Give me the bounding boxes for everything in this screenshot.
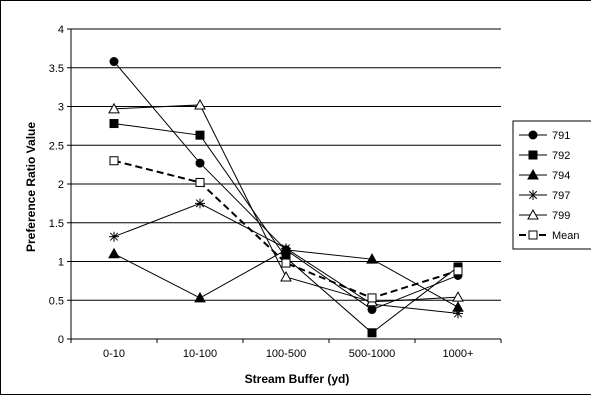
legend-marker-792 (528, 150, 538, 160)
y-tick-label: 1.5 (49, 218, 64, 230)
series-line-mean (113, 159, 459, 299)
data-point-797 (453, 308, 463, 319)
legend-marker-799 (527, 208, 539, 220)
legend-marker-mean (528, 230, 538, 240)
data-point-799 (452, 291, 464, 302)
x-tick-label: 100-500 (266, 348, 306, 360)
data-point-mean (281, 258, 291, 268)
data-point-794 (108, 247, 120, 259)
axes: 0 0.5 1 1.5 2 2.5 3 3.5 4 0-10 10-100 100-500 500-10… (49, 24, 502, 360)
series (108, 57, 464, 338)
legend-label-794: 794 (552, 170, 570, 182)
x-axis-title: Stream Buffer (yd) (245, 372, 350, 386)
y-tick-label: 2 (58, 179, 64, 191)
data-point-791 (195, 158, 205, 168)
legend-label-797: 797 (552, 190, 570, 202)
data-point-792 (195, 130, 205, 140)
y-tick-label: 4 (58, 24, 64, 36)
data-point-799 (280, 270, 292, 282)
y-tick-label: 3 (58, 102, 64, 114)
series-799 (108, 98, 464, 307)
x-tick-label: 0-10 (103, 348, 125, 360)
y-tick-label: 1 (58, 257, 64, 269)
y-tick-label: 2.5 (49, 140, 64, 152)
data-point-794 (194, 291, 206, 303)
y-tick-label: 0 (58, 334, 64, 346)
x-tick-label: 1000+ (443, 348, 474, 360)
legend-label-799: 799 (552, 210, 570, 222)
data-point-792 (367, 328, 377, 338)
legend-marker-791 (528, 130, 538, 140)
legend-label-791: 791 (552, 130, 570, 142)
x-tick-label: 500-1000 (349, 348, 396, 360)
legend: 791 792 794 797 799 Mean (512, 120, 591, 250)
x-tick-label: 10-100 (183, 348, 217, 360)
data-point-797 (109, 231, 119, 242)
data-point-797 (195, 198, 205, 209)
data-point-797 (281, 243, 291, 254)
data-point-mean (109, 156, 119, 166)
data-point-799 (194, 98, 206, 110)
data-point-794 (366, 253, 378, 264)
y-axis-title: Preference Ratio Value (24, 122, 38, 252)
legend-box (512, 120, 591, 250)
data-point-792 (109, 119, 119, 129)
legend-marker-794 (527, 168, 539, 180)
data-point-799 (108, 102, 120, 114)
legend-label-792: 792 (552, 150, 570, 162)
legend-marker-797 (528, 190, 538, 200)
y-tick-label: 3.5 (49, 63, 64, 75)
legend-label-mean: Mean (552, 230, 580, 242)
data-point-791 (109, 57, 119, 67)
y-tick-label: 0.5 (49, 295, 64, 307)
data-point-mean (367, 293, 377, 303)
series-mean (109, 156, 463, 303)
data-point-mean (453, 266, 463, 276)
data-point-mean (195, 177, 205, 187)
